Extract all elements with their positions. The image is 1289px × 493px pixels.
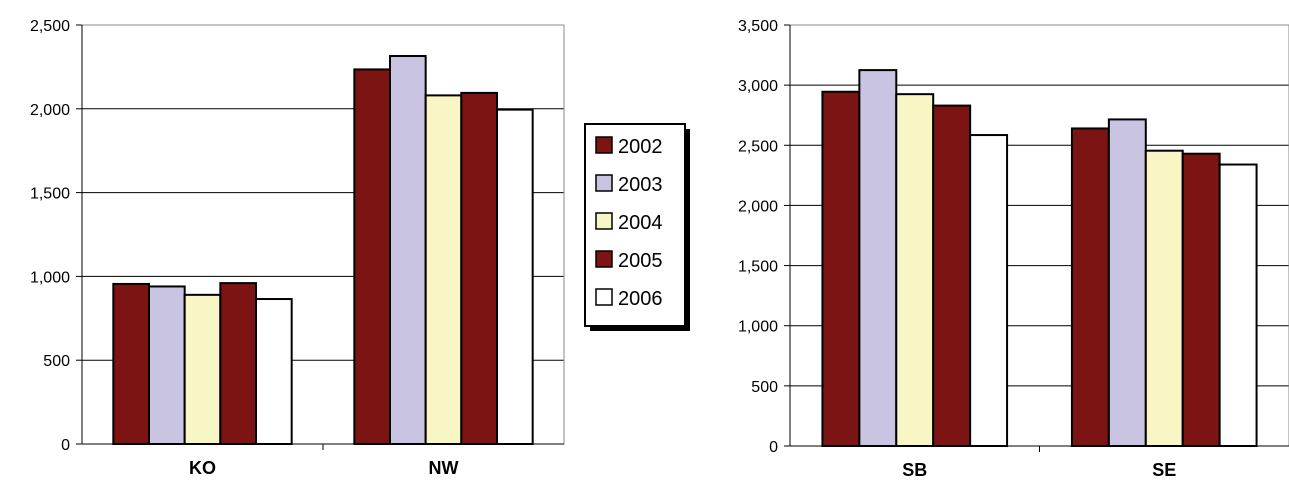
bar-nw-2006 [496,108,534,445]
bar-se-2005 [1181,152,1221,447]
legend-swatch-2004 [595,212,613,230]
legend-label-2006: 2006 [618,288,663,310]
legend-swatch-2002 [595,136,613,154]
chart-left: 0 500 1,000 1,500 2,000 2,500 KO NW [30,18,565,478]
bar-se-2002 [1070,127,1110,447]
y-tick-label: 3,000 [738,78,778,95]
bar-nw-2003 [388,55,427,445]
bar-sb-2006 [969,134,1009,447]
legend: 2002 2003 2004 2005 2006 [584,123,690,331]
chart-right: 0 500 1,000 1,500 2,000 2,500 3,000 3,500 SB SE [738,18,1289,480]
bar-ko-2002 [112,282,150,445]
y-tick-label: 0 [769,439,778,456]
bar-nw-2005 [460,91,499,446]
x-category-label: SE [1152,460,1176,480]
bar-sb-2002 [821,90,861,447]
bar-ko-2005 [219,282,258,445]
x-category-label: NW [429,458,459,478]
y-tick-label: 500 [43,353,70,370]
bar-ko-2006 [255,298,293,445]
bar-nw-2002 [353,68,391,445]
y-tick-label: 1,000 [738,319,778,336]
x-category-label: SB [902,460,927,480]
legend-label-2004: 2004 [618,212,663,234]
bar-sb-2004 [895,93,935,448]
y-tick-label: 1,500 [738,259,778,276]
legend-label-2002: 2002 [618,136,663,158]
bar-se-2006 [1218,163,1258,447]
y-tick-label: 3,500 [738,18,778,35]
bar-se-2003 [1107,118,1147,447]
bar-nw-2004 [424,94,463,445]
y-tick-label: 0 [61,437,70,454]
legend-swatch-2006 [595,288,613,306]
legend-label-2005: 2005 [618,250,663,272]
legend-swatch-2005 [595,250,613,268]
bar-sb-2003 [858,69,898,447]
bar-se-2004 [1144,149,1184,447]
legend-swatch-2003 [595,174,613,192]
y-tick-label: 2,000 [738,198,778,215]
legend-label-2003: 2003 [618,174,663,196]
bar-ko-2004 [183,293,222,445]
y-tick-label: 1,500 [30,186,70,203]
y-tick-label: 2,500 [30,18,70,35]
y-tick-label: 2,500 [738,138,778,155]
y-tick-label: 1,000 [30,269,70,286]
x-category-label: KO [189,458,216,478]
bar-sb-2005 [932,104,972,447]
y-tick-label: 2,000 [30,102,70,119]
y-tick-label: 500 [751,379,778,396]
bar-ko-2003 [147,285,186,445]
